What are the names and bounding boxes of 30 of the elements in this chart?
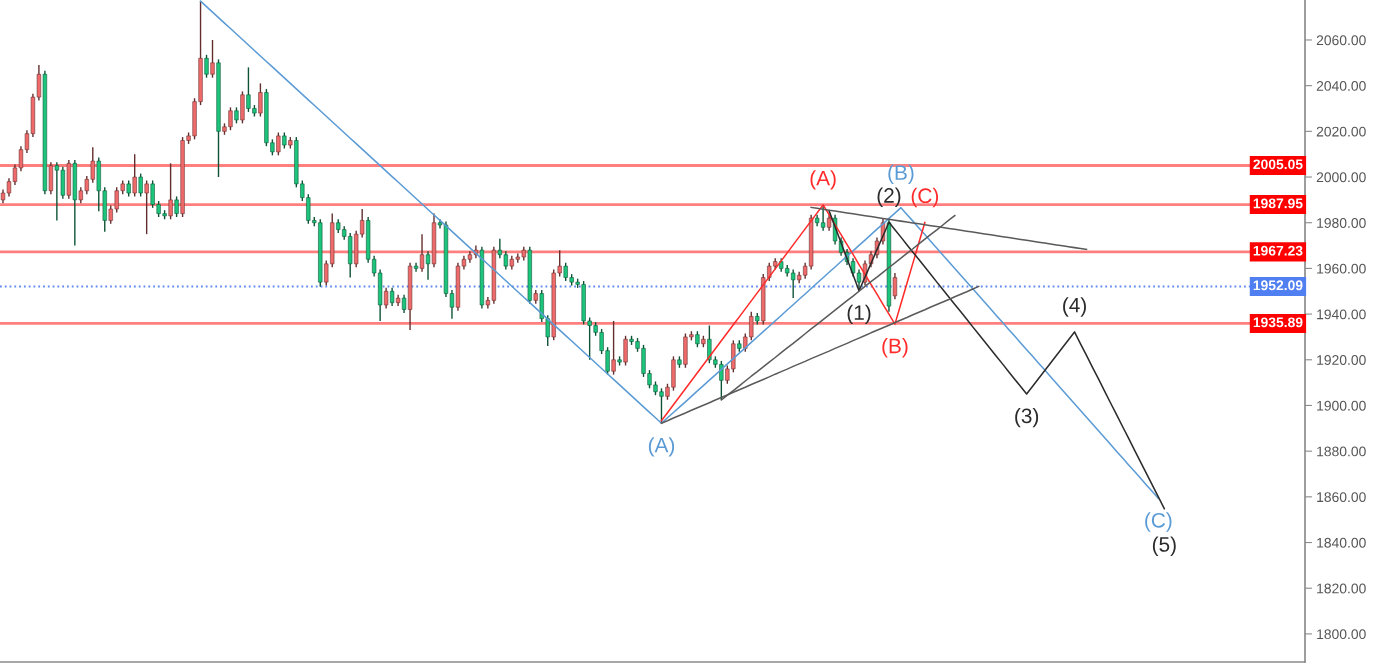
y-tick-label: 2040.00 (1316, 81, 1366, 91)
y-tick-label: 2020.00 (1316, 126, 1366, 137)
annotation: (2) (877, 187, 901, 207)
annotation: (5) (1152, 536, 1176, 556)
y-tick-label: 1860.00 (1317, 492, 1366, 503)
y-tick-label: 1980.00 (1317, 218, 1366, 228)
y-tick-label: 1960.00 (1317, 263, 1366, 274)
annotation: (1) (847, 304, 871, 325)
y-tick-label: 1880.00 (1317, 446, 1366, 457)
ref-line-label: 2005.05 (1253, 159, 1303, 170)
ref-line-label: 1967.23 (1253, 245, 1303, 256)
annotation: (4) (1063, 297, 1086, 317)
y-tick-label: 1920.00 (1317, 355, 1366, 365)
y-tick-label: 1940.00 (1317, 309, 1366, 320)
ref-line-label: 1987.95 (1253, 198, 1303, 209)
annotation: (A) (810, 170, 836, 190)
ref-line-label: 1952.09 (1253, 280, 1303, 291)
annotation: (C) (1145, 512, 1172, 532)
y-tick-label: 1900.00 (1317, 400, 1366, 411)
annotation: (A) (648, 437, 675, 457)
y-tick-label: 2000.00 (1316, 172, 1366, 183)
y-tick-label: 1800.00 (1317, 629, 1366, 640)
annotation: (B) (888, 164, 914, 185)
y-tick-label: 1840.00 (1317, 537, 1366, 548)
y-tick-label: 1820.00 (1317, 583, 1366, 594)
annotation: (C) (911, 187, 939, 208)
annotation: (B) (882, 338, 908, 358)
annotation: (3) (1015, 407, 1039, 428)
ref-line-label: 1935.89 (1253, 317, 1303, 328)
y-tick-label: 2060.00 (1316, 35, 1366, 46)
